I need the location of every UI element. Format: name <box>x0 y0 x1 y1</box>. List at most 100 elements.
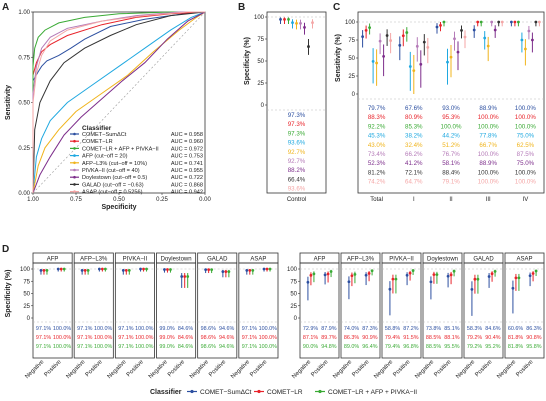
d-sens-point <box>347 280 351 284</box>
d-spec-point <box>127 269 131 272</box>
d-sens-value-label: 74.0% <box>344 326 359 332</box>
d-spec-point <box>45 269 49 272</box>
d-spec-value-label: 100.0% <box>259 335 277 341</box>
sens-stage-point <box>361 35 364 39</box>
sens-stage-point <box>389 39 392 42</box>
sens-stage-value-label: 100.0% <box>478 123 499 130</box>
sens-stage-point <box>375 61 378 65</box>
d-sens-point <box>350 274 354 278</box>
d-spec-y-tick-label: 75 <box>23 279 30 285</box>
d-sens-point <box>367 272 371 275</box>
roc-legend-marker <box>73 183 76 186</box>
d-spec-facet-label: GALAD <box>207 257 228 263</box>
d-spec-value-label: 100.0% <box>94 326 112 332</box>
sens-stage-point <box>368 26 371 30</box>
d-spec-value-label: 97.1% <box>242 326 257 332</box>
d-sens-point <box>449 273 453 277</box>
spec-control-point <box>307 45 310 48</box>
d-sens-x-tick-label: Positive <box>310 359 330 379</box>
sens-stage-point <box>490 20 494 24</box>
d-spec-point <box>100 267 104 271</box>
sens-stage-point <box>401 34 405 38</box>
sens-stage-point <box>483 36 487 40</box>
d-sens-point <box>473 277 477 281</box>
d-sens-facet-label: Doylestown <box>427 257 458 263</box>
d-spec-point <box>210 268 214 272</box>
sens-stage-y-tick-label: 25 <box>348 74 355 80</box>
d-sens-facet-label: PIVKA−II <box>389 257 414 263</box>
spec-control-value-label: 97.3% <box>288 112 306 119</box>
sens-stage-y-tick-label: 75 <box>348 38 355 44</box>
d-spec-point <box>169 268 172 271</box>
d-sens-value-label: 87.1% <box>303 335 318 341</box>
d-spec-y-tick-label: 0 <box>27 316 31 322</box>
d-spec-value-label: 100.0% <box>94 344 112 350</box>
d-sens-point <box>429 280 433 284</box>
d-spec-point <box>121 269 125 272</box>
d-spec-value-label: 97.1% <box>36 344 51 350</box>
sens-stage-point <box>531 38 534 42</box>
panel-label-c: C <box>333 2 340 13</box>
sens-stage-point <box>527 29 531 33</box>
sens-stage-point <box>405 31 409 34</box>
d-spec-point <box>221 270 225 274</box>
d-spec-value-label: 97.1% <box>118 344 133 350</box>
roc-y-axis-label: Sensitivity <box>5 85 12 120</box>
d-spec-point <box>265 267 269 271</box>
d-spec-point <box>183 275 187 278</box>
d-sens-facet-frame <box>463 262 504 359</box>
d-sens-x-tick-label: Positive <box>392 359 412 379</box>
d-sens-value-label: 88.5% <box>426 344 441 350</box>
bottom-legend-marker <box>190 389 194 394</box>
d-sens-facet-frame <box>340 262 381 359</box>
sens-stage-value-label: 100.0% <box>515 114 536 121</box>
sens-stage-value-label: 80.9% <box>405 114 423 121</box>
d-sens-x-tick-label: Positive <box>433 359 453 379</box>
sens-stage-point <box>493 28 497 32</box>
d-sens-value-label: 86.3% <box>344 335 359 341</box>
d-sens-point <box>312 272 316 276</box>
d-sens-point <box>309 273 313 277</box>
d-spec-value-label: 100.0% <box>135 335 153 341</box>
sens-stage-point <box>460 28 463 32</box>
d-spec-point <box>163 268 166 271</box>
sens-stage-point <box>371 59 375 63</box>
sens-stage-point <box>517 20 520 24</box>
d-sens-point <box>370 269 374 273</box>
d-sens-point <box>432 273 436 277</box>
d-sens-value-label: 88.5% <box>426 335 441 341</box>
d-sens-value-label: 81.8% <box>508 335 523 341</box>
d-sens-value-label: 87.3% <box>362 326 377 332</box>
d-spec-y-tick-label: 50 <box>23 292 30 298</box>
roc-y-tick-label: 0.25 <box>18 146 30 152</box>
roc-curve-doylestown <box>32 11 206 194</box>
d-spec-value-label: 97.1% <box>36 326 51 332</box>
sens-stage-point <box>524 47 527 51</box>
d-sens-value-label: 96.8% <box>403 344 418 350</box>
sens-stage-x-tick-label: III <box>486 197 491 203</box>
sens-stage-point <box>439 23 442 27</box>
d-sens-point <box>435 273 439 277</box>
d-spec-point <box>80 269 84 272</box>
d-spec-value-label: 99.0% <box>159 326 174 332</box>
sens-stage-value-label: 51.2% <box>442 142 460 149</box>
d-spec-y-axis-label: Specificity (%) <box>5 270 12 318</box>
roc-legend-marker <box>73 139 76 143</box>
roc-x-tick-label: 0.50 <box>113 197 125 203</box>
d-sens-value-label: 79.4% <box>385 344 400 350</box>
sens-stage-x-tick-label: Total <box>370 197 383 203</box>
roc-legend-label: COMET−SumΔCt <box>82 132 127 138</box>
sens-stage-value-label: 32.4% <box>405 142 423 149</box>
d-sens-point <box>452 269 456 273</box>
spec-control-value-label: 97.3% <box>288 121 306 128</box>
spec-control-point <box>287 17 290 21</box>
d-sens-value-label: 90.8% <box>526 335 541 341</box>
sens-stage-value-label: 38.2% <box>405 133 423 140</box>
d-spec-point <box>268 267 272 271</box>
d-spec-y-tick-label: 100 <box>20 267 31 273</box>
d-sens-x-tick-label: Negative <box>291 359 312 380</box>
d-sens-point <box>353 272 357 276</box>
d-spec-y-tick-label: 25 <box>23 304 30 310</box>
sens-stage-point <box>497 20 501 24</box>
d-sens-y-tick-label: 75 <box>290 279 297 285</box>
